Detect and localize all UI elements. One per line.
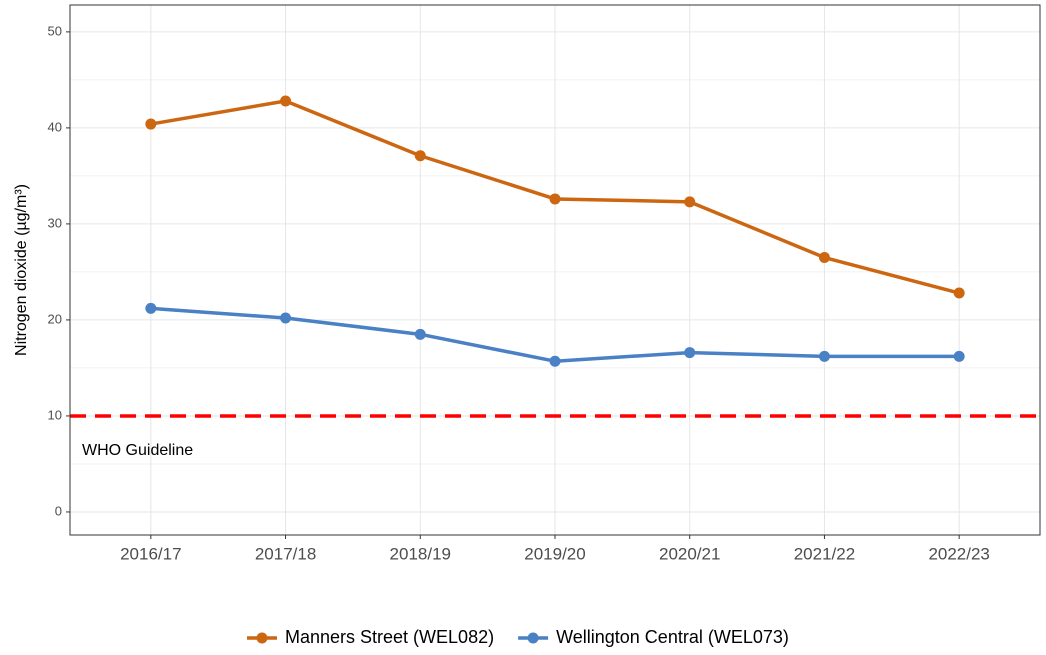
x-tick-label: 2019/20: [524, 544, 585, 563]
legend-label: Wellington Central (WEL073): [556, 627, 789, 647]
y-tick-label: 40: [48, 119, 62, 134]
data-point: [684, 196, 696, 208]
data-point: [953, 287, 965, 299]
plot-border: [69, 4, 1041, 536]
data-point: [414, 328, 426, 340]
data-point: [818, 252, 830, 264]
legend-marker: [527, 632, 539, 644]
x-tick-label: 2022/23: [928, 544, 989, 563]
legend: Manners Street (WEL082) Wellington Centra…: [247, 627, 789, 647]
x-tick-label: 2018/19: [390, 544, 451, 563]
y-tick-label: 20: [48, 311, 62, 326]
y-tick-label: 0: [55, 503, 62, 518]
data-point: [549, 355, 561, 367]
data-point: [414, 150, 426, 162]
y-tick-label: 30: [48, 215, 62, 230]
data-point: [145, 302, 157, 314]
x-tick-label: 2020/21: [659, 544, 720, 563]
y-tick-label: 50: [48, 23, 62, 38]
data-point: [280, 95, 292, 107]
legend-marker: [256, 632, 268, 644]
data-point: [953, 350, 965, 362]
data-point: [280, 312, 292, 324]
reference-label: WHO Guideline: [82, 442, 193, 459]
x-tick-label: 2016/17: [120, 544, 181, 563]
x-tick-label: 2017/18: [255, 544, 316, 563]
y-tick-label: 10: [48, 407, 62, 422]
y-axis-label: Nitrogen dioxide (µg/m³): [13, 184, 30, 356]
data-point: [549, 193, 561, 205]
data-point: [818, 350, 830, 362]
data-point: [684, 347, 696, 359]
x-tick-label: 2021/22: [794, 544, 855, 563]
data-point: [145, 118, 157, 130]
legend-label: Manners Street (WEL082): [285, 627, 494, 647]
